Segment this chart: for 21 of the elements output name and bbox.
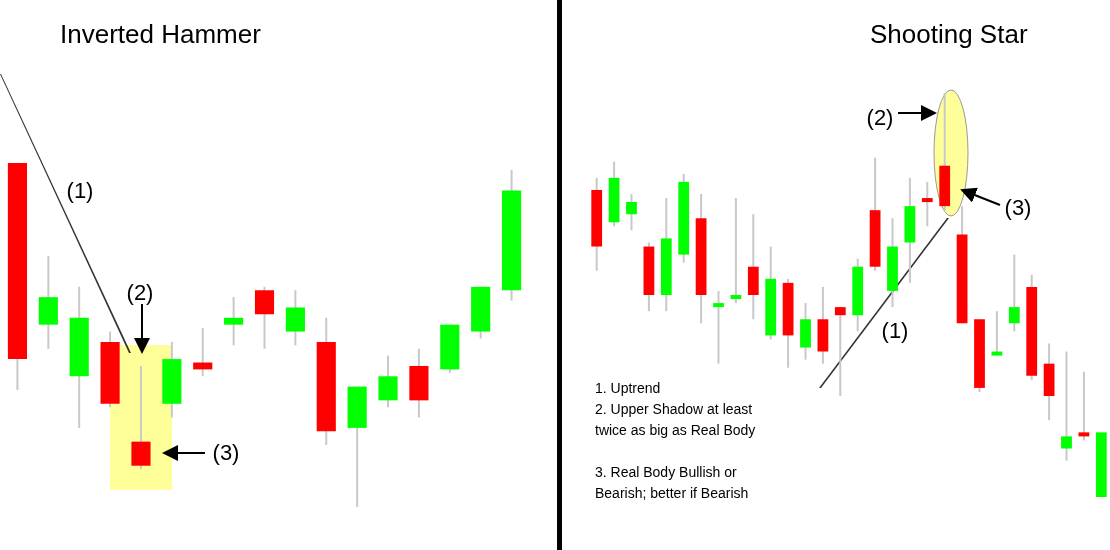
candlestick bbox=[626, 193, 637, 232]
candlestick bbox=[224, 296, 244, 347]
annotation: 2. Upper Shadow at least twice as big as Real Body bbox=[595, 400, 757, 438]
chart-title: Shooting Star bbox=[870, 19, 1028, 49]
candlestick bbox=[713, 289, 724, 365]
candlestick bbox=[921, 180, 933, 228]
annotation: (1) bbox=[66, 177, 94, 203]
candlestick bbox=[1061, 350, 1072, 462]
annotation: (3) bbox=[1004, 194, 1032, 220]
annotation: 3. Real Body Bullish or Bearish; better if Bearish bbox=[595, 463, 749, 501]
annotation: (3) bbox=[212, 439, 240, 465]
candlestick bbox=[991, 310, 1003, 357]
annotation: (2) bbox=[866, 104, 894, 130]
annotation: 1. Uptrend bbox=[595, 379, 661, 396]
annotation: (1) bbox=[881, 317, 909, 343]
candlestick bbox=[1008, 253, 1020, 333]
candlestick bbox=[834, 306, 846, 397]
candlestick bbox=[730, 197, 742, 305]
annotation: (2) bbox=[126, 279, 154, 305]
chart-title: Inverted Hammer bbox=[60, 19, 262, 49]
candlestick bbox=[1078, 370, 1090, 442]
